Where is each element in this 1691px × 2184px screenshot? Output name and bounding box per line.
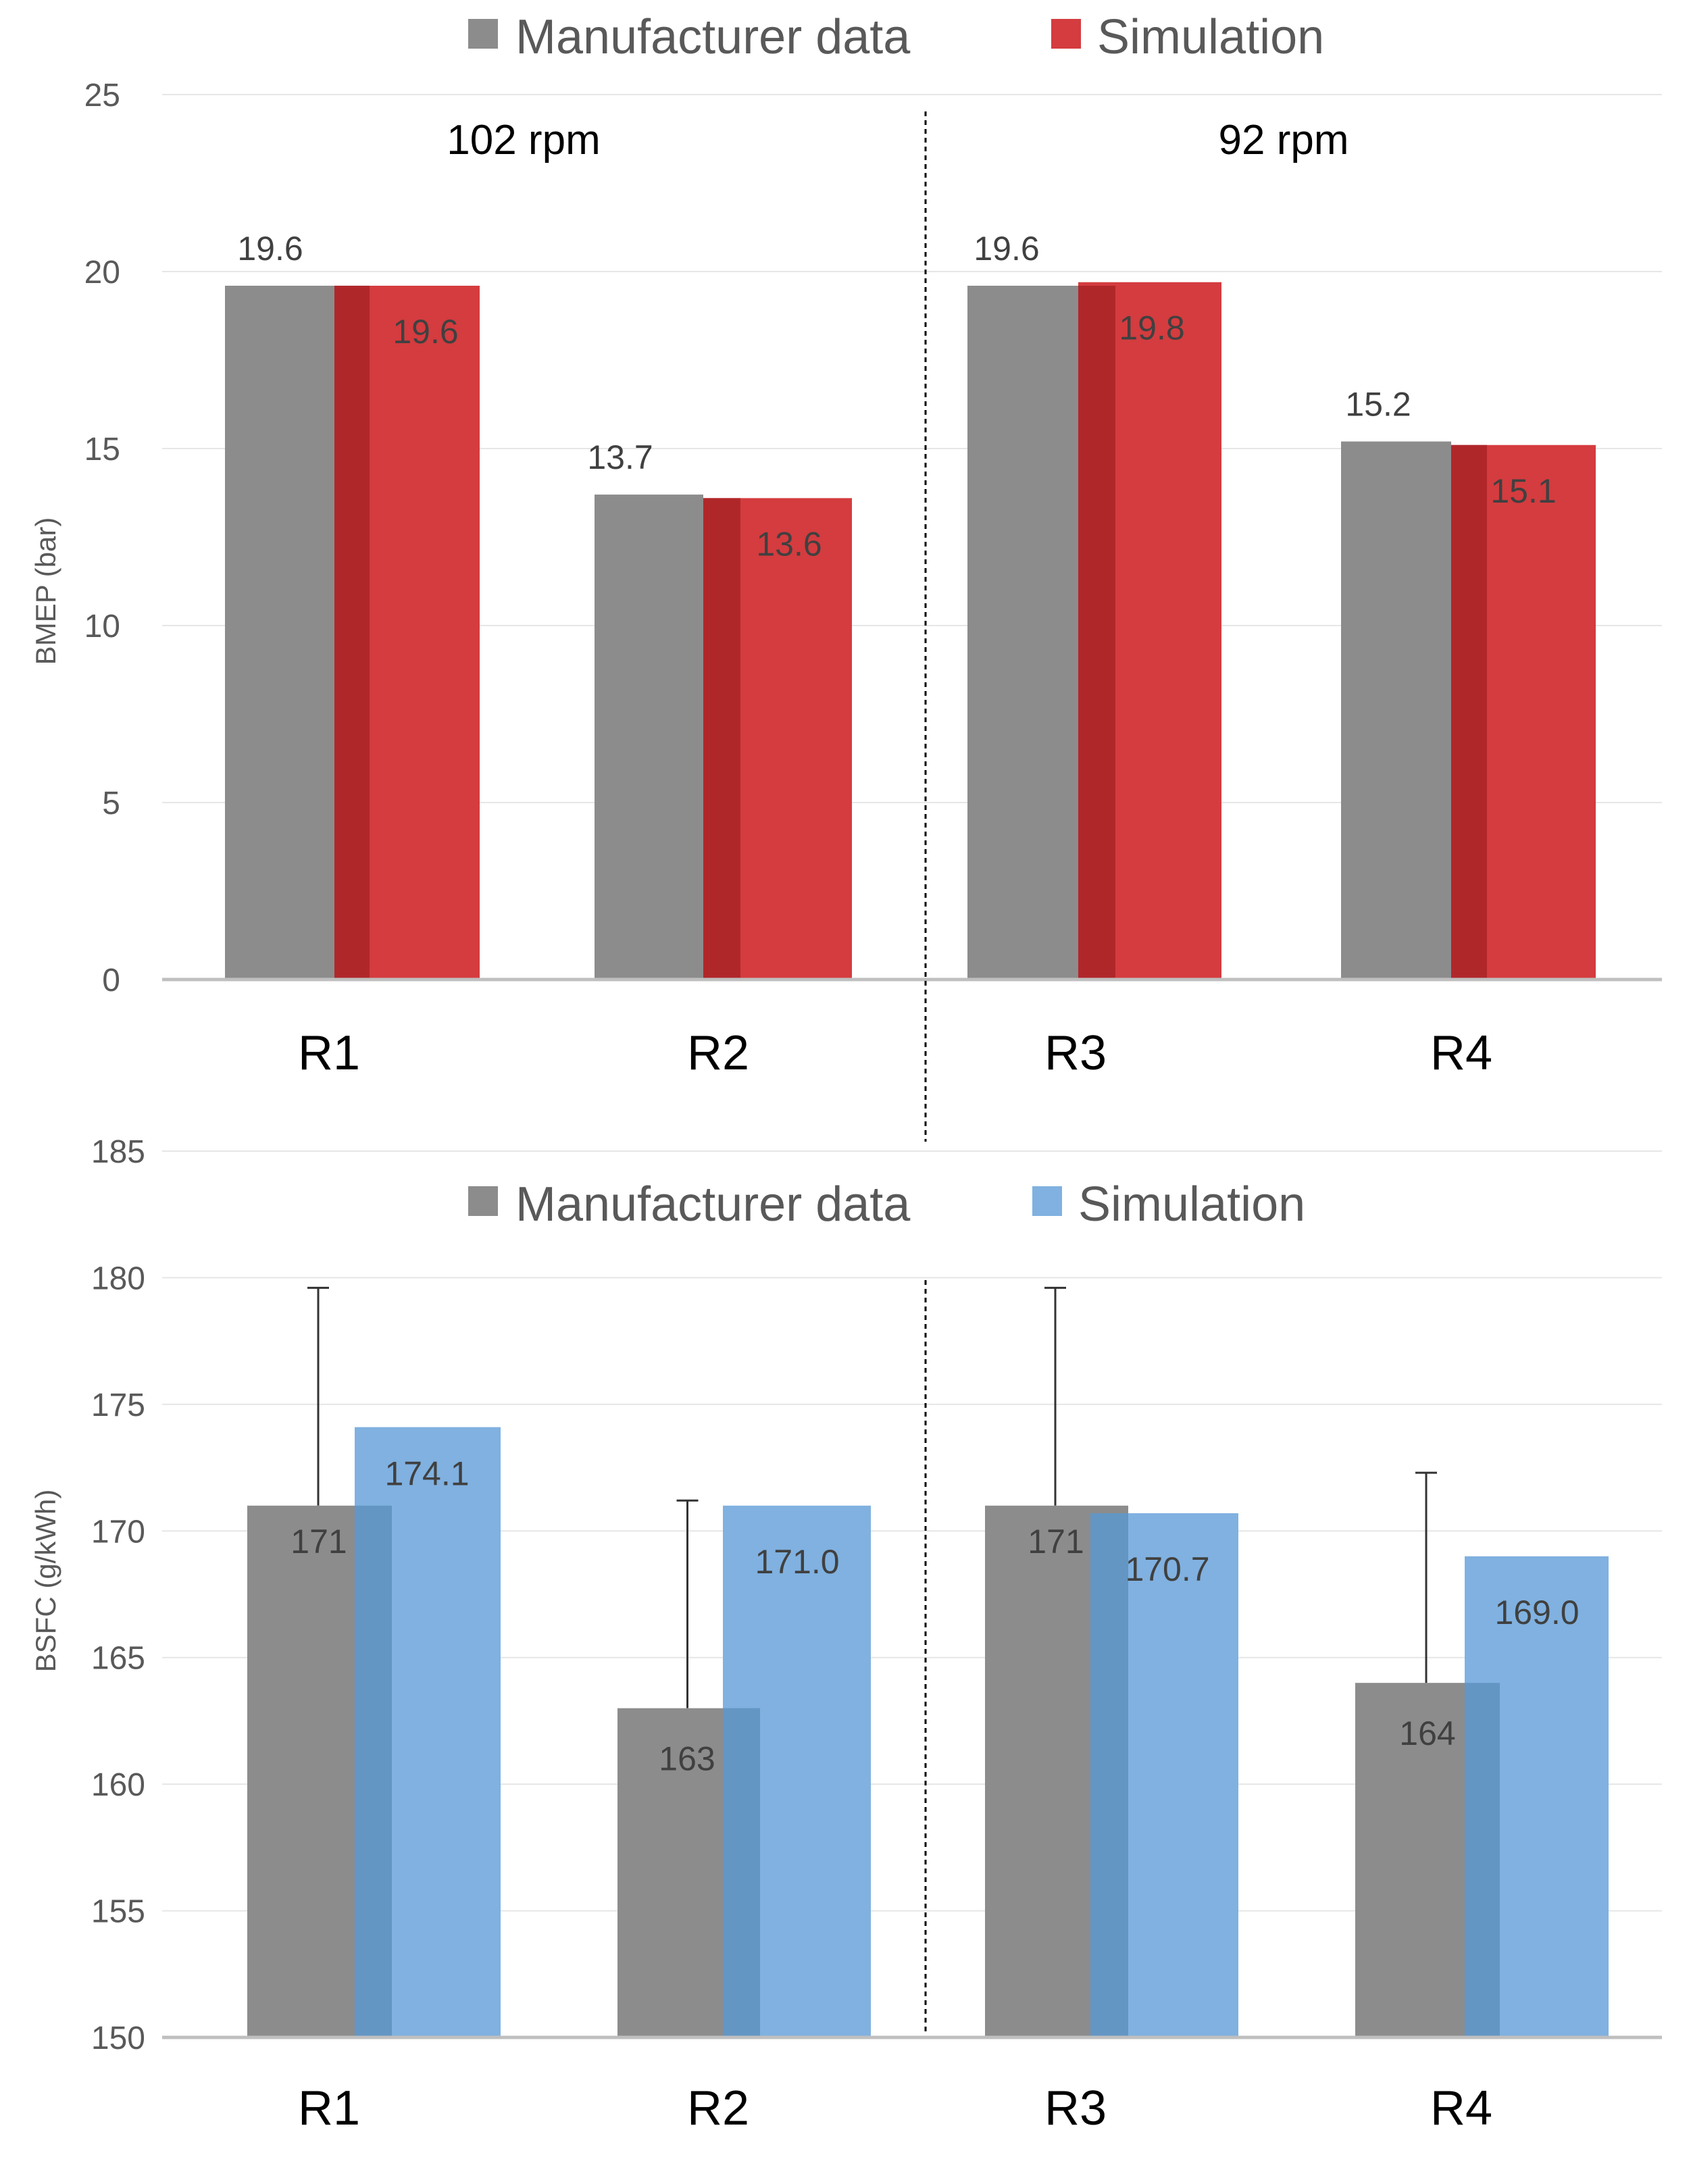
bsfc-bar-overlap-r1 xyxy=(355,1505,392,2037)
bsfc-bar-overlap-r2 xyxy=(723,1708,760,2037)
bsfc-y-tick-label: 160 xyxy=(91,1767,145,1803)
bmep-y-tick-label: 15 xyxy=(84,432,120,467)
bsfc-y-tick-label: 150 xyxy=(91,2021,145,2056)
bsfc-data-label-simulation-r2: 171.0 xyxy=(755,1543,839,1581)
legend-swatch-simulation-2 xyxy=(1032,1186,1062,1216)
bmep-bar-manufacturer-r3 xyxy=(967,285,1078,980)
bmep-y-axis-title: BMEP (bar) xyxy=(30,517,61,665)
bmep-data-label-manufacturer-r4: 15.2 xyxy=(1345,386,1411,424)
legend-swatch-simulation xyxy=(1051,19,1081,49)
bsfc-y-tick-label: 185 xyxy=(91,1134,145,1170)
bmep-data-label-simulation-r1: 19.6 xyxy=(393,313,458,351)
bmep-bar-manufacturer-r2 xyxy=(595,494,703,980)
bmep-bar-overlap-r2 xyxy=(703,498,740,980)
bsfc-legend: Manufacturer data Simulation xyxy=(468,1177,1305,1231)
bsfc-category-label-r3: R3 xyxy=(1044,2081,1107,2135)
bmep-legend: Manufacturer data Simulation xyxy=(468,10,1324,64)
bsfc-data-label-manufacturer-r3: 171 xyxy=(1028,1523,1084,1560)
legend-swatch-manufacturer-2 xyxy=(468,1186,498,1216)
bmep-y-tick-labels: 0 5 10 15 20 25 xyxy=(84,78,120,998)
bsfc-bars xyxy=(247,1427,1609,2037)
legend-swatch-manufacturer xyxy=(468,19,498,49)
bsfc-chart: 150 155 160 165 170 175 180 185 R1 R2 R3 R4 171 163… xyxy=(30,1134,1662,2135)
bsfc-y-tick-label: 180 xyxy=(91,1261,145,1296)
bsfc-category-labels: R1 R2 R3 R4 xyxy=(298,2081,1492,2135)
bsfc-y-tick-label: 155 xyxy=(91,1894,145,1930)
bmep-bar-manufacturer-r4 xyxy=(1341,441,1451,980)
bmep-bar-manufacturer-r1 xyxy=(225,285,334,980)
bsfc-y-tick-label: 165 xyxy=(91,1641,145,1677)
bmep-y-tick-label: 25 xyxy=(84,78,120,113)
bsfc-y-axis-title: BSFC (g/kWh) xyxy=(30,1490,61,1673)
bmep-data-label-simulation-r4: 15.1 xyxy=(1490,472,1556,510)
bmep-bar-overlap-r3 xyxy=(1078,285,1115,980)
bsfc-data-label-manufacturer-r2: 163 xyxy=(659,1740,715,1778)
bsfc-data-label-manufacturer-r4: 164 xyxy=(1399,1715,1455,1752)
bmep-data-label-manufacturer-r3: 19.6 xyxy=(974,230,1039,268)
bsfc-data-label-simulation-r4: 169.0 xyxy=(1494,1594,1579,1631)
bsfc-data-labels: 171 163 171 164 174.1 171.0 170.7 169.0 xyxy=(291,1455,1579,1778)
legend-label-manufacturer-2: Manufacturer data xyxy=(515,1177,911,1231)
group-label-102rpm: 102 rpm xyxy=(447,117,600,163)
bsfc-category-label-r1: R1 xyxy=(298,2081,360,2135)
bsfc-bar-overlap-r3 xyxy=(1090,1513,1128,2037)
group-label-92rpm: 92 rpm xyxy=(1219,117,1349,163)
bsfc-category-label-r4: R4 xyxy=(1430,2081,1492,2135)
bmep-category-labels: R1 R2 R3 R4 xyxy=(298,1026,1492,1080)
bsfc-y-tick-labels: 150 155 160 165 170 175 180 185 xyxy=(91,1134,145,2056)
bmep-bars xyxy=(225,282,1596,980)
bmep-y-tick-label: 20 xyxy=(84,255,120,290)
legend-label-manufacturer: Manufacturer data xyxy=(515,10,911,64)
bmep-category-label-r2: R2 xyxy=(687,1026,749,1080)
bsfc-y-tick-label: 175 xyxy=(91,1388,145,1423)
bmep-data-label-simulation-r3: 19.8 xyxy=(1119,309,1184,347)
legend-label-simulation: Simulation xyxy=(1097,10,1324,64)
bsfc-data-label-simulation-r3: 170.7 xyxy=(1125,1550,1209,1588)
bmep-category-label-r4: R4 xyxy=(1430,1026,1492,1080)
bmep-y-tick-label: 10 xyxy=(84,609,120,644)
bmep-y-tick-label: 5 xyxy=(102,786,120,821)
bmep-category-label-r3: R3 xyxy=(1044,1026,1107,1080)
bmep-y-tick-label: 0 xyxy=(102,963,120,998)
bmep-bar-overlap-r4 xyxy=(1451,445,1487,980)
bsfc-data-label-manufacturer-r1: 171 xyxy=(291,1523,347,1560)
bmep-data-label-manufacturer-r2: 13.7 xyxy=(587,438,653,476)
bsfc-y-tick-label: 170 xyxy=(91,1514,145,1550)
bsfc-data-label-simulation-r1: 174.1 xyxy=(384,1455,469,1493)
bmep-category-label-r1: R1 xyxy=(298,1026,360,1080)
bmep-bar-overlap-r1 xyxy=(334,285,370,980)
bsfc-bar-overlap-r4 xyxy=(1465,1683,1500,2037)
bsfc-category-label-r2: R2 xyxy=(687,2081,749,2135)
bsfc-error-bars xyxy=(307,1286,1437,1708)
bmep-data-label-simulation-r2: 13.6 xyxy=(756,525,822,563)
legend-label-simulation-2: Simulation xyxy=(1078,1177,1305,1231)
bmep-data-labels: 19.6 13.7 19.6 15.2 19.6 13.6 19.8 15.1 xyxy=(237,230,1556,563)
bmep-data-label-manufacturer-r1: 19.6 xyxy=(237,230,303,268)
